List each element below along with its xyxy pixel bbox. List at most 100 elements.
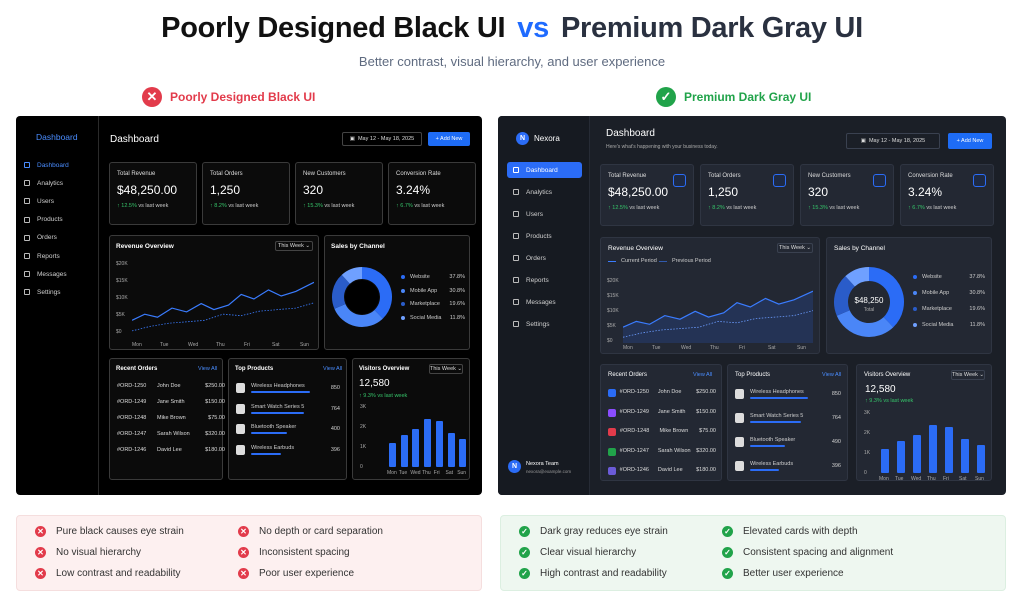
previous-line	[132, 302, 314, 332]
revenue-line	[623, 290, 813, 328]
legend-dot	[913, 323, 917, 327]
x-tick-label: Fri	[739, 345, 745, 351]
x-tick-label: Sun	[300, 342, 309, 348]
box-icon	[24, 216, 30, 223]
sidebar-item-label: Analytics	[526, 188, 553, 196]
sidebar-item-dashboard[interactable]: Dashboard	[507, 162, 582, 178]
stat-label: New Customers	[303, 171, 346, 177]
sidebar-item-users[interactable]: Users	[507, 206, 582, 222]
sidebar-item-reports[interactable]: Reports	[507, 272, 582, 288]
sidebar-item-users[interactable]: Users	[24, 196, 94, 206]
order-amount: $75.00	[699, 428, 716, 434]
sidebar-item-dashboard[interactable]: Dashboard	[24, 160, 94, 170]
title-vs: vs	[517, 12, 549, 44]
week-select[interactable]: This Week ⌄	[275, 241, 313, 251]
good-label: ✓ Premium Dark Gray UI	[656, 87, 811, 107]
sidebar-item-label: Dashboard	[37, 161, 69, 169]
table-row[interactable]: #ORD-1246 David Lee $180.00	[608, 467, 716, 475]
report-icon	[513, 277, 519, 283]
legend-value: 30.8%	[449, 287, 465, 294]
sidebar-item-settings[interactable]: Settings	[24, 287, 94, 297]
point-text: Inconsistent spacing	[259, 547, 350, 558]
sidebar-item-products[interactable]: Products	[24, 215, 94, 225]
point-item: ✕ Pure black causes eye strain	[35, 526, 184, 537]
order-icon	[608, 447, 616, 456]
table-row[interactable]: #ORD-1248 Mike Brown $75.00	[117, 415, 225, 421]
stat-label: New Customers	[808, 173, 851, 179]
page-heading: Dashboard	[606, 128, 655, 139]
table-row[interactable]: #ORD-1250 John Doe $250.00	[117, 383, 225, 389]
add-new-button[interactable]: + Add New	[948, 133, 992, 149]
bad-points-panel: ✕ Pure black causes eye strain ✕ No depth o…	[16, 515, 482, 591]
visitors-week-select[interactable]: This Week ⌄	[951, 370, 985, 380]
stat-change-suffix: vs last week	[726, 205, 757, 211]
products-view-all-link[interactable]: View All	[323, 366, 343, 372]
orders-view-all-link[interactable]: View All	[693, 372, 713, 378]
donut-slice	[836, 309, 894, 337]
product-name: Wireless Headphones	[251, 383, 305, 389]
order-id: #ORD-1246	[117, 447, 147, 453]
stat-change-value: ↑ 6.7%	[908, 205, 925, 211]
table-row[interactable]: #ORD-1250 John Doe $250.00	[608, 389, 716, 397]
table-row[interactable]: #ORD-1246 David Lee $180.00	[117, 447, 225, 453]
target-icon	[973, 174, 986, 187]
sidebar-item-label: Settings	[37, 288, 61, 296]
table-row[interactable]: #ORD-1248 Mike Brown $75.00	[608, 428, 716, 436]
team-email: nexora@example.com	[526, 469, 572, 474]
x-tick-label: Wed	[410, 470, 421, 476]
sidebar-item-orders[interactable]: Orders	[507, 250, 582, 266]
sales-title: Sales by Channel	[331, 243, 385, 250]
sidebar-item-reports[interactable]: Reports	[24, 251, 94, 261]
stat-change-suffix: vs last week	[414, 203, 445, 209]
check-icon: ✓	[722, 526, 733, 537]
point-text: High contrast and readability	[540, 568, 667, 579]
order-id: #ORD-1247	[619, 447, 649, 454]
order-id: #ORD-1247	[117, 431, 147, 437]
products-view-all-link[interactable]: View All	[822, 372, 842, 378]
sidebar-item-orders[interactable]: Orders	[24, 233, 94, 243]
table-row[interactable]: #ORD-1249 Jane Smith $150.00	[608, 408, 716, 417]
stat-change-value: ↑ 8.2%	[708, 205, 725, 211]
stat-label: Total Orders	[708, 173, 741, 179]
y-tick-label: 1K	[864, 450, 871, 456]
x-tick-label: Sat	[445, 470, 454, 476]
sidebar-item-label: Orders	[526, 254, 546, 262]
table-row[interactable]: #ORD-1249 Jane Smith $150.00	[117, 399, 225, 405]
stat-value: 3.24%	[396, 183, 431, 197]
visitors-value: 12,580	[359, 378, 390, 389]
week-select[interactable]: This Week ⌄	[777, 243, 813, 253]
sidebar-item-label: Products	[526, 232, 552, 240]
y-tick-label: $20K	[607, 278, 619, 284]
sidebar-item-settings[interactable]: Settings	[507, 316, 582, 332]
table-row[interactable]: #ORD-1247 Sarah Wilson $320.00	[608, 447, 716, 456]
visitor-bar	[400, 435, 408, 467]
visitors-week-select[interactable]: This Week ⌄	[429, 364, 463, 374]
date-range-picker[interactable]: ▣ May 12 - May 18, 2025	[846, 133, 940, 149]
add-new-button[interactable]: + Add New	[428, 132, 470, 146]
date-range-picker[interactable]: ▣ May 12 - May 18, 2025	[342, 132, 422, 146]
product-progress	[750, 469, 779, 471]
legend-label: Website	[410, 274, 430, 280]
product-progress	[251, 411, 304, 414]
y-tick-label: $5K	[116, 312, 125, 318]
order-id: #ORD-1249	[619, 408, 649, 415]
team-avatar[interactable]: N	[508, 460, 521, 473]
stat-change: ↑ 8.2% vs last week	[708, 205, 786, 211]
orders-view-all-link[interactable]: View All	[198, 366, 218, 372]
sidebar-item-messages[interactable]: Messages	[507, 294, 582, 310]
order-id: #ORD-1250	[117, 383, 147, 389]
sidebar-item-analytics[interactable]: Analytics	[507, 184, 582, 200]
table-row[interactable]: #ORD-1247 Sarah Wilson $320.00	[117, 431, 225, 437]
stat-value: $48,250.00	[117, 183, 178, 197]
sidebar-item-products[interactable]: Products	[507, 228, 582, 244]
sidebar-item-label: Messages	[526, 298, 556, 306]
visitors-change: ↑ 9.3% vs last week	[359, 393, 408, 399]
x-tick-label: Mon	[623, 345, 633, 351]
stat-card: Conversion Rate 3.24% ↑ 6.7% vs last week	[388, 162, 476, 225]
sidebar-item-analytics[interactable]: Analytics	[24, 178, 94, 188]
donut-slice	[341, 267, 363, 285]
point-text: Pure black causes eye strain	[56, 526, 184, 537]
sidebar-item-messages[interactable]: Messages	[24, 269, 94, 279]
good-label-text: Premium Dark Gray UI	[684, 90, 812, 104]
gear-icon	[24, 289, 30, 296]
